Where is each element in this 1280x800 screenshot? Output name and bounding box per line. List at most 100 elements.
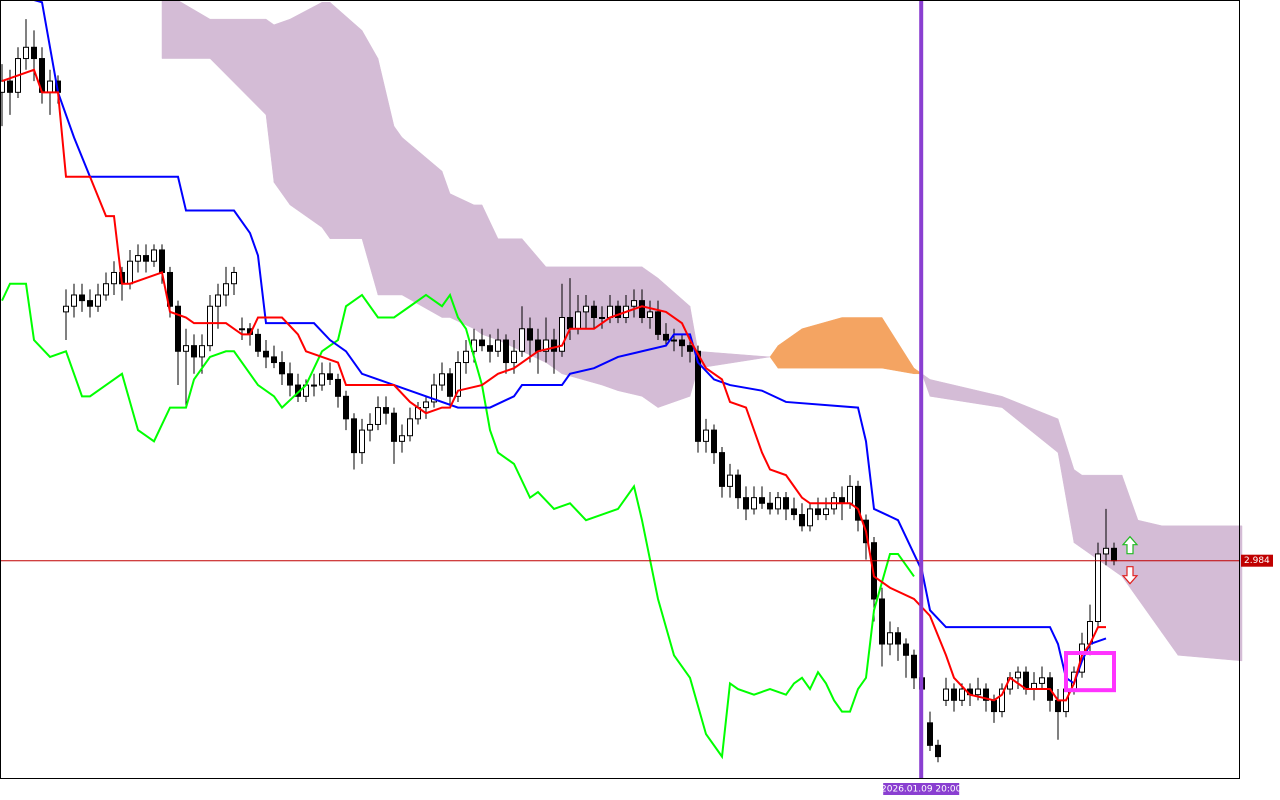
candle-body (551, 339, 557, 352)
candle (743, 486, 749, 521)
price-label-box (1241, 554, 1273, 567)
candle (1015, 666, 1021, 690)
candle-body (103, 283, 109, 296)
candle-body (887, 632, 893, 645)
candle (191, 334, 197, 374)
candle (791, 497, 797, 521)
candle (287, 362, 293, 397)
candle-body (879, 598, 885, 645)
candle (343, 390, 349, 431)
candle (671, 328, 677, 352)
candle-body (1103, 547, 1109, 555)
candle (215, 283, 221, 329)
candle (855, 480, 861, 532)
candle (591, 300, 597, 329)
plot-frame (0, 0, 1240, 779)
candle (927, 711, 933, 751)
candle (239, 317, 245, 341)
candle-body (271, 356, 277, 364)
candle (455, 351, 461, 402)
candle (87, 289, 93, 318)
candle (583, 294, 589, 329)
cloud-segment (641, 266, 659, 409)
candle (711, 424, 717, 464)
candle-body (895, 632, 901, 645)
candle (703, 418, 709, 453)
candle-body (775, 497, 781, 510)
candle-body (111, 271, 117, 285)
candle-body (983, 688, 989, 701)
candle-body (791, 508, 797, 516)
candle-body (1023, 671, 1029, 690)
candle (759, 486, 765, 509)
candle-body (711, 429, 717, 454)
candle-body (367, 423, 373, 431)
candle-body (175, 305, 181, 352)
candle (823, 497, 829, 521)
candle (279, 351, 285, 386)
candle-body (575, 311, 581, 330)
candle (95, 283, 101, 312)
candle-body (767, 502, 773, 510)
candle (463, 340, 469, 374)
candle-body (439, 373, 445, 386)
indicator-line (1, 282, 915, 760)
candle-body (679, 339, 685, 347)
candle-body (567, 317, 573, 330)
candle-body (207, 305, 213, 347)
candle-body (335, 378, 341, 397)
candle (727, 463, 733, 498)
candle-body (279, 362, 285, 375)
candle (527, 317, 533, 363)
candle (383, 396, 389, 425)
candle-body (1111, 547, 1117, 562)
candle-body (927, 722, 933, 746)
candle (543, 317, 549, 363)
candle (407, 407, 413, 442)
candle (751, 486, 757, 515)
candle (631, 289, 637, 318)
cloud-segment (449, 193, 475, 330)
candle (815, 497, 821, 521)
candle (111, 261, 117, 295)
candle-body (423, 401, 429, 409)
candle-body (751, 497, 757, 510)
candle-body (1055, 699, 1061, 713)
up-arrow (1121, 535, 1139, 555)
candle-body (503, 339, 509, 364)
candle (935, 739, 941, 763)
candle-body (47, 80, 53, 93)
candle (495, 328, 501, 357)
candle (807, 503, 813, 532)
candle-body (583, 305, 589, 313)
candle-body (391, 412, 397, 442)
candle-body (479, 339, 485, 347)
candle (423, 396, 429, 419)
candle (271, 345, 277, 369)
candle-body (823, 508, 829, 516)
candle (71, 283, 77, 318)
candle (879, 587, 885, 667)
candle-body (375, 407, 381, 425)
candle-body (559, 317, 565, 352)
candle (335, 373, 341, 408)
cloud-segment (273, 18, 291, 206)
candle-body (759, 497, 765, 504)
cloud-segment (329, 1, 363, 239)
candle-body (647, 311, 653, 319)
candle-body (535, 339, 541, 352)
candle-body (735, 474, 741, 499)
candle-body (327, 373, 333, 380)
candle-body (199, 345, 205, 358)
candle (999, 683, 1005, 718)
candle (391, 407, 397, 464)
candle-body (959, 688, 965, 701)
candle (887, 621, 893, 656)
candle-body (1095, 553, 1101, 622)
candle (79, 283, 85, 312)
cloud-segment (289, 1, 323, 228)
candle-body (807, 508, 813, 527)
